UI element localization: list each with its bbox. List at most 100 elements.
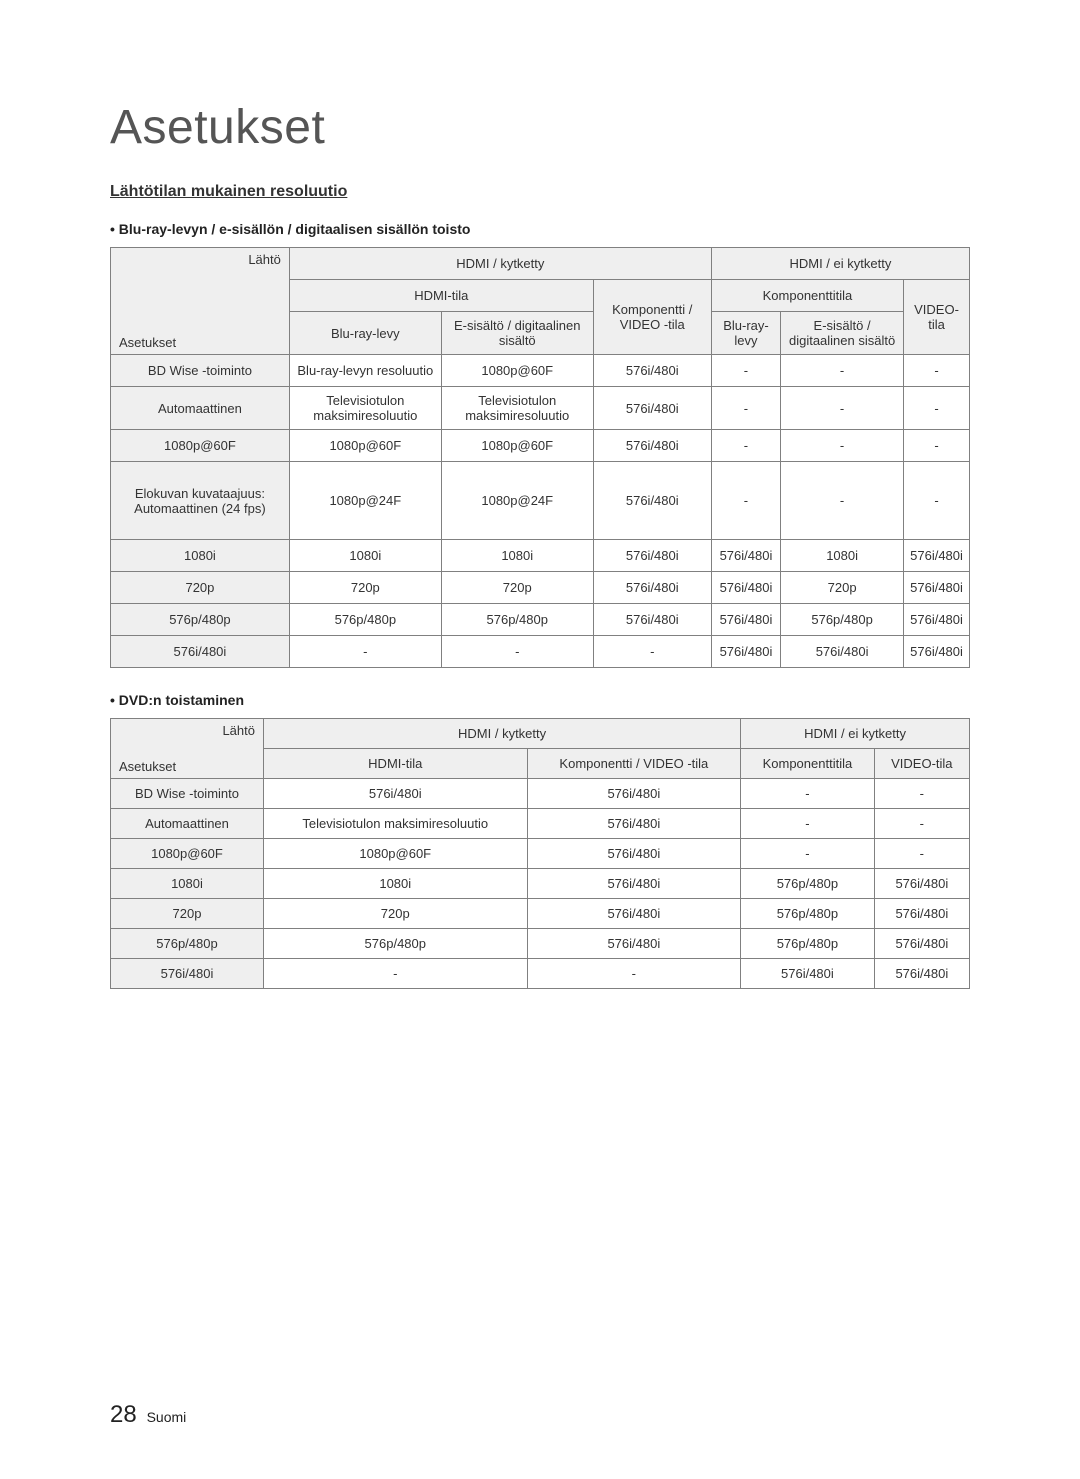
hdr-hdmi-mode: HDMI-tila bbox=[263, 749, 527, 779]
hdr-blu: Blu-ray-levy bbox=[289, 312, 441, 355]
cell: - bbox=[441, 636, 593, 668]
cell: - bbox=[904, 355, 970, 387]
cell: 576i/480i bbox=[874, 899, 969, 929]
cell: Blu-ray-levyn resoluutio bbox=[289, 355, 441, 387]
table-row: 720p720p576i/480i576p/480p576i/480i bbox=[111, 899, 970, 929]
hdr-comp-video: Komponentti / VIDEO -tila bbox=[593, 280, 711, 355]
cell: 1080p@24F bbox=[441, 462, 593, 540]
hdr-video: VIDEO-tila bbox=[874, 749, 969, 779]
cell: 576i/480i bbox=[904, 572, 970, 604]
cell: - bbox=[874, 839, 969, 869]
page-footer: 28 Suomi bbox=[110, 1401, 186, 1429]
cell: 576p/480p bbox=[741, 929, 874, 959]
cell: 576p/480p bbox=[781, 604, 904, 636]
cell: 720p bbox=[289, 572, 441, 604]
cell: - bbox=[741, 839, 874, 869]
row-label: Automaattinen bbox=[111, 809, 264, 839]
hdr-hdmi-off: HDMI / ei kytketty bbox=[741, 719, 970, 749]
cell: - bbox=[781, 462, 904, 540]
cell: 576i/480i bbox=[593, 462, 711, 540]
row-label: 576p/480p bbox=[111, 929, 264, 959]
cell: 576i/480i bbox=[711, 604, 780, 636]
cell: 576i/480i bbox=[527, 779, 741, 809]
cell: 576p/480p bbox=[441, 604, 593, 636]
corner-bottom-label: Asetukset bbox=[119, 759, 176, 774]
cell: 1080p@60F bbox=[289, 430, 441, 462]
cell: 1080p@60F bbox=[441, 430, 593, 462]
hdr-hdmi-on: HDMI / kytketty bbox=[289, 248, 711, 280]
page-lang: Suomi bbox=[147, 1409, 187, 1425]
cell: - bbox=[711, 430, 780, 462]
table1-heading: Blu-ray-levyn / e-sisällön / digitaalise… bbox=[110, 221, 970, 237]
row-label: 1080p@60F bbox=[111, 430, 290, 462]
cell: 576i/480i bbox=[781, 636, 904, 668]
page-title: Asetukset bbox=[110, 100, 970, 155]
cell: 576i/480i bbox=[711, 636, 780, 668]
cell: 1080i bbox=[441, 540, 593, 572]
cell: - bbox=[781, 387, 904, 430]
cell: 576i/480i bbox=[263, 779, 527, 809]
row-label: 720p bbox=[111, 899, 264, 929]
cell: 576i/480i bbox=[593, 604, 711, 636]
cell: - bbox=[781, 430, 904, 462]
row-label: 720p bbox=[111, 572, 290, 604]
row-label: Automaattinen bbox=[111, 387, 290, 430]
table-row: AutomaattinenTelevisiotulon maksimiresol… bbox=[111, 387, 970, 430]
hdr-blu2: Blu-ray-levy bbox=[711, 312, 780, 355]
cell: 576p/480p bbox=[741, 899, 874, 929]
cell: 576i/480i bbox=[593, 572, 711, 604]
cell: - bbox=[741, 809, 874, 839]
table-row: 576p/480p576p/480p576i/480i576p/480p576i… bbox=[111, 929, 970, 959]
hdr-hdmi-on: HDMI / kytketty bbox=[263, 719, 740, 749]
row-label: 576p/480p bbox=[111, 604, 290, 636]
row-label: 1080i bbox=[111, 540, 290, 572]
cell: 1080i bbox=[289, 540, 441, 572]
cell: - bbox=[527, 959, 741, 989]
table-row: AutomaattinenTelevisiotulon maksimiresol… bbox=[111, 809, 970, 839]
table2-heading: DVD:n toistaminen bbox=[110, 692, 970, 708]
row-label: BD Wise -toiminto bbox=[111, 779, 264, 809]
hdr-comp-mode: Komponenttitila bbox=[741, 749, 874, 779]
cell: 1080p@24F bbox=[289, 462, 441, 540]
cell: 576i/480i bbox=[593, 355, 711, 387]
cell: - bbox=[593, 636, 711, 668]
cell: - bbox=[263, 959, 527, 989]
cell: 576i/480i bbox=[904, 636, 970, 668]
cell: 576i/480i bbox=[527, 869, 741, 899]
table-row: 576i/480i--576i/480i576i/480i bbox=[111, 959, 970, 989]
hdr-econtent: E-sisältö / digitaalinen sisältö bbox=[441, 312, 593, 355]
resolution-table-bluray: Lähtö Asetukset HDMI / kytketty HDMI / e… bbox=[110, 247, 970, 668]
resolution-table-dvd: Lähtö Asetukset HDMI / kytketty HDMI / e… bbox=[110, 718, 970, 989]
cell: 576i/480i bbox=[527, 839, 741, 869]
cell: 576i/480i bbox=[527, 899, 741, 929]
cell: Televisiotulon maksimiresoluutio bbox=[289, 387, 441, 430]
cell: - bbox=[711, 462, 780, 540]
cell: - bbox=[904, 387, 970, 430]
table-row: 1080i1080i576i/480i576p/480p576i/480i bbox=[111, 869, 970, 899]
row-label: Elokuvan kuvataajuus: Automaattinen (24 … bbox=[111, 462, 290, 540]
cell: 1080p@60F bbox=[263, 839, 527, 869]
cell: 576i/480i bbox=[593, 430, 711, 462]
row-label: BD Wise -toiminto bbox=[111, 355, 290, 387]
hdr-econtent2: E-sisältö / digitaalinen sisältö bbox=[781, 312, 904, 355]
cell: 576i/480i bbox=[904, 540, 970, 572]
corner-top-label: Lähtö bbox=[222, 723, 255, 738]
table-row: Elokuvan kuvataajuus: Automaattinen (24 … bbox=[111, 462, 970, 540]
table-row: BD Wise -toiminto576i/480i576i/480i-- bbox=[111, 779, 970, 809]
cell: - bbox=[711, 355, 780, 387]
cell: 576i/480i bbox=[711, 572, 780, 604]
cell: Televisiotulon maksimiresoluutio bbox=[263, 809, 527, 839]
table-row: 1080p@60F1080p@60F1080p@60F576i/480i--- bbox=[111, 430, 970, 462]
cell: - bbox=[874, 809, 969, 839]
cell: - bbox=[904, 462, 970, 540]
hdr-hdmi-mode: HDMI-tila bbox=[289, 280, 593, 312]
cell: 1080i bbox=[263, 869, 527, 899]
hdr-comp-video: Komponentti / VIDEO -tila bbox=[527, 749, 741, 779]
section-subtitle: Lähtötilan mukainen resoluutio bbox=[110, 183, 970, 201]
hdr-hdmi-off: HDMI / ei kytketty bbox=[711, 248, 969, 280]
cell: 576p/480p bbox=[263, 929, 527, 959]
cell: 576p/480p bbox=[289, 604, 441, 636]
cell: 576i/480i bbox=[527, 929, 741, 959]
cell: 576i/480i bbox=[593, 540, 711, 572]
cell: - bbox=[904, 430, 970, 462]
